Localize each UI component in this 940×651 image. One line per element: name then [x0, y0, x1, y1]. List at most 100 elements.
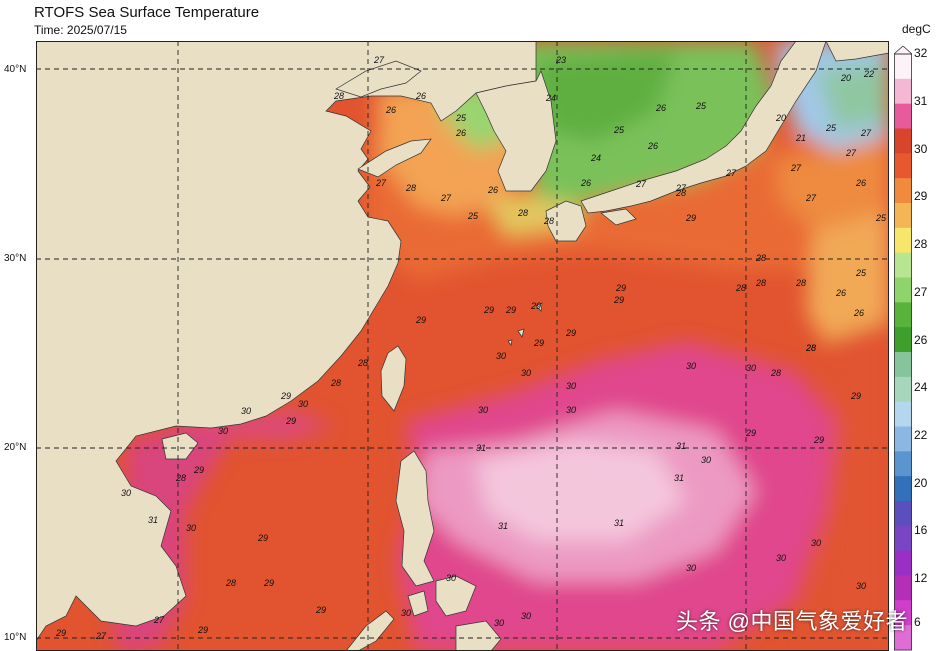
contour-label: 27 — [95, 631, 107, 641]
sst-map: 27 28 26 25 26 26 26 25 27 27 28 28 28 2… — [36, 41, 889, 651]
sst-zone-ne-teal — [816, 61, 889, 131]
contour-label: 28 — [333, 91, 344, 101]
colorbar-swatch — [894, 451, 912, 477]
contour-label: 30 — [686, 563, 696, 573]
contour-label: 26 — [655, 103, 666, 113]
contour-label: 30 — [241, 406, 251, 416]
colorbar-tick-32: 32 — [914, 46, 928, 60]
colorbar-tick-20: 20 — [914, 476, 928, 490]
contour-label: 28 — [755, 278, 766, 288]
contour-label: 29 — [850, 391, 861, 401]
contour-label: 24 — [590, 153, 601, 163]
contour-label: 31 — [676, 441, 686, 451]
contour-label: 29 — [685, 213, 696, 223]
contour-label: 28 — [805, 343, 816, 353]
contour-label: 25 — [855, 268, 867, 278]
contour-label: 25 — [467, 211, 479, 221]
colorbar-swatch — [894, 352, 912, 378]
colorbar-tick-12: 12 — [914, 571, 928, 585]
contour-label: 27 — [790, 163, 802, 173]
contour-label: 28 — [175, 473, 186, 483]
colorbar-tick-26: 26 — [914, 333, 928, 347]
contour-label: 25 — [875, 213, 887, 223]
contour-label: 26 — [415, 91, 426, 101]
contour-label: 29 — [530, 301, 541, 311]
contour-label: 26 — [580, 178, 591, 188]
contour-label: 27 — [725, 168, 737, 178]
land-japan-kyushu — [545, 200, 587, 242]
land-mainland-china — [36, 41, 537, 642]
contour-label: 26 — [647, 141, 658, 151]
colorbar-swatch — [894, 178, 912, 204]
contour-label: 29 — [813, 435, 824, 445]
sst-zone-japan-sea-dark — [536, 51, 676, 141]
contour-label: 27 — [153, 615, 165, 625]
sst-zone-se-ocean — [806, 321, 889, 651]
contour-label: 29 — [193, 465, 204, 475]
contour-label: 28 — [330, 378, 341, 388]
colorbar-swatch — [894, 525, 912, 552]
contour-label: 28 — [755, 253, 766, 263]
sst-zone-hot-core-light — [476, 441, 686, 541]
contour-label: 25 — [695, 101, 707, 111]
contour-label: 25 — [455, 113, 467, 123]
map-title: RTOFS Sea Surface Temperature — [34, 4, 260, 21]
contour-label: 27 — [375, 178, 387, 188]
land-mindoro — [407, 590, 429, 617]
land-luzon — [395, 450, 435, 587]
contour-label: 28 — [543, 216, 554, 226]
contour-label: 30 — [494, 618, 504, 628]
contour-label: 26 — [835, 288, 846, 298]
lat-label-10n: 10°N — [4, 632, 27, 643]
colorbar-tick-30: 30 — [914, 142, 928, 156]
contour-label: 25 — [825, 123, 837, 133]
contour-label: 22 — [863, 69, 874, 79]
colorbar-swatch — [894, 550, 912, 576]
contour-label: 30 — [746, 363, 756, 373]
contour-label: 21 — [795, 133, 806, 143]
contour-label: 28 — [405, 183, 416, 193]
colorbar-swatch — [894, 252, 912, 278]
contour-label: 27 — [440, 193, 452, 203]
land-mindanao — [455, 620, 502, 651]
contour-label: 26 — [385, 105, 396, 115]
colorbar-swatch — [894, 376, 912, 403]
contour-label: 30 — [121, 488, 131, 498]
contour-label: 29 — [55, 628, 66, 638]
contour-label: 28 — [805, 343, 816, 353]
contour-label: 30 — [478, 405, 488, 415]
contour-label: 29 — [613, 295, 624, 305]
contour-label: 30 — [686, 361, 696, 371]
lat-label-30n: 30°N — [4, 253, 27, 264]
contour-label: 30 — [701, 455, 711, 465]
contour-label: 28 — [517, 208, 528, 218]
contour-label: 29 — [745, 428, 756, 438]
contour-label: 29 — [280, 391, 291, 401]
contour-label: 28 — [225, 578, 236, 588]
contour-label: 29 — [505, 305, 516, 315]
colorbar-frame — [894, 53, 912, 651]
contour-label: 27 — [675, 183, 687, 193]
contour-label: 27 — [373, 55, 385, 65]
contour-label: 28 — [357, 358, 368, 368]
land-hainan — [161, 432, 199, 460]
contour-label: 30 — [776, 553, 786, 563]
colorbar-swatch — [894, 327, 912, 353]
contour-label: 31 — [498, 521, 508, 531]
colorbar-swatch — [894, 575, 912, 601]
lat-label-40n: 40°N — [4, 64, 27, 75]
colorbar-swatch — [894, 153, 912, 179]
contour-label: 27 — [860, 128, 872, 138]
contour-label: 25 — [613, 125, 625, 135]
colorbar-swatch — [894, 600, 912, 626]
lat-label-20n: 20°N — [4, 442, 27, 453]
graticule — [36, 41, 889, 651]
contour-label: 30 — [496, 351, 506, 361]
contour-label: 28 — [735, 283, 746, 293]
contour-label: 29 — [315, 605, 326, 615]
contour-label: 30 — [186, 523, 196, 533]
colorbar-swatch — [894, 203, 912, 229]
contour-label: 29 — [285, 416, 296, 426]
colorbar-tick-31: 31 — [914, 94, 928, 108]
contour-label: 29 — [615, 283, 626, 293]
